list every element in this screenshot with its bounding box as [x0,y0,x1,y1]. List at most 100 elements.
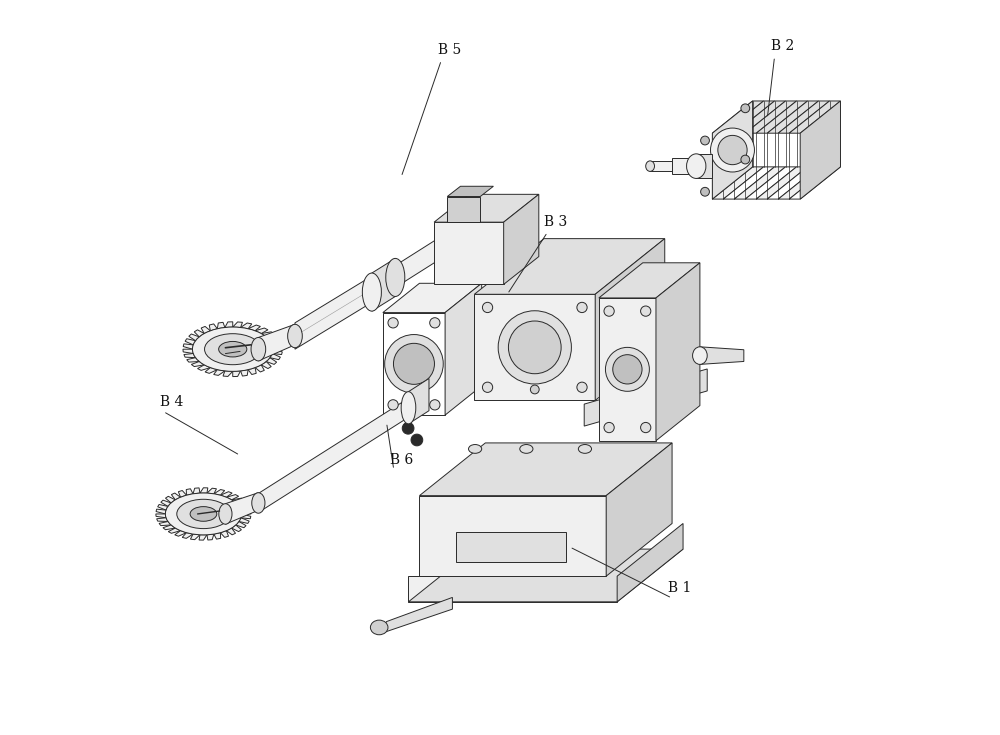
Polygon shape [258,398,408,512]
Ellipse shape [362,273,381,311]
Ellipse shape [641,306,651,316]
Text: B 5: B 5 [438,43,461,57]
Polygon shape [756,101,808,133]
Polygon shape [187,358,199,362]
Polygon shape [248,368,256,375]
Polygon shape [236,522,246,528]
Polygon shape [394,239,438,288]
Polygon shape [295,271,379,349]
Polygon shape [207,488,216,494]
Text: B 4: B 4 [160,395,183,409]
Ellipse shape [646,161,654,171]
Polygon shape [185,339,196,345]
Polygon shape [220,492,232,498]
Polygon shape [266,358,277,365]
Polygon shape [447,186,493,196]
Ellipse shape [386,259,405,296]
Polygon shape [700,347,744,365]
Ellipse shape [604,306,614,316]
Polygon shape [606,443,672,576]
Polygon shape [232,498,244,503]
Polygon shape [194,330,204,337]
Polygon shape [745,101,797,133]
Polygon shape [408,379,429,424]
Polygon shape [650,161,672,171]
Polygon shape [383,312,445,415]
Ellipse shape [687,154,706,179]
Ellipse shape [370,620,388,635]
Polygon shape [214,533,221,539]
Text: B 2: B 2 [771,40,794,54]
Ellipse shape [388,318,398,328]
Polygon shape [434,194,539,222]
Polygon shape [239,506,250,510]
Polygon shape [236,502,248,506]
Polygon shape [756,167,808,199]
Polygon shape [225,322,233,328]
Ellipse shape [401,392,416,424]
Ellipse shape [498,311,571,384]
Ellipse shape [578,445,592,453]
Ellipse shape [205,334,261,365]
Polygon shape [372,259,395,311]
Ellipse shape [701,187,709,196]
Polygon shape [712,101,764,133]
Ellipse shape [469,445,482,453]
Polygon shape [191,362,204,367]
Polygon shape [157,517,168,522]
Ellipse shape [605,348,649,391]
Polygon shape [233,322,242,328]
Ellipse shape [604,423,614,433]
Polygon shape [241,370,248,376]
Ellipse shape [482,302,493,312]
Polygon shape [474,294,595,401]
Polygon shape [248,325,260,331]
Polygon shape [183,349,193,354]
Polygon shape [474,239,665,294]
Ellipse shape [741,104,750,112]
Polygon shape [201,326,210,334]
Polygon shape [165,496,175,503]
Ellipse shape [393,343,434,384]
Polygon shape [383,283,482,312]
Ellipse shape [508,321,561,373]
Polygon shape [209,324,217,331]
Polygon shape [183,344,193,349]
Ellipse shape [577,382,587,392]
Polygon shape [159,522,171,526]
Polygon shape [226,528,236,535]
Ellipse shape [251,337,266,361]
Polygon shape [789,101,840,133]
Ellipse shape [430,400,440,410]
Polygon shape [255,365,264,372]
Polygon shape [504,194,539,284]
Polygon shape [163,525,175,530]
Ellipse shape [219,342,247,357]
Polygon shape [217,323,225,329]
Ellipse shape [520,445,533,453]
Polygon shape [445,283,482,415]
Polygon shape [182,533,193,538]
Polygon shape [447,196,480,222]
Ellipse shape [385,334,443,393]
Polygon shape [261,331,274,337]
Polygon shape [205,368,217,373]
Ellipse shape [530,385,539,394]
Polygon shape [232,525,241,531]
Polygon shape [734,101,786,133]
Polygon shape [419,495,606,576]
Polygon shape [158,504,168,510]
Ellipse shape [741,155,750,164]
Polygon shape [789,167,840,199]
Polygon shape [193,488,200,494]
Polygon shape [233,371,241,376]
Ellipse shape [430,318,440,328]
Polygon shape [241,323,252,329]
Polygon shape [408,576,617,602]
Ellipse shape [219,503,232,524]
Polygon shape [379,598,452,634]
Polygon shape [672,158,696,174]
Polygon shape [241,514,251,519]
Polygon shape [272,345,283,349]
Ellipse shape [177,499,230,528]
